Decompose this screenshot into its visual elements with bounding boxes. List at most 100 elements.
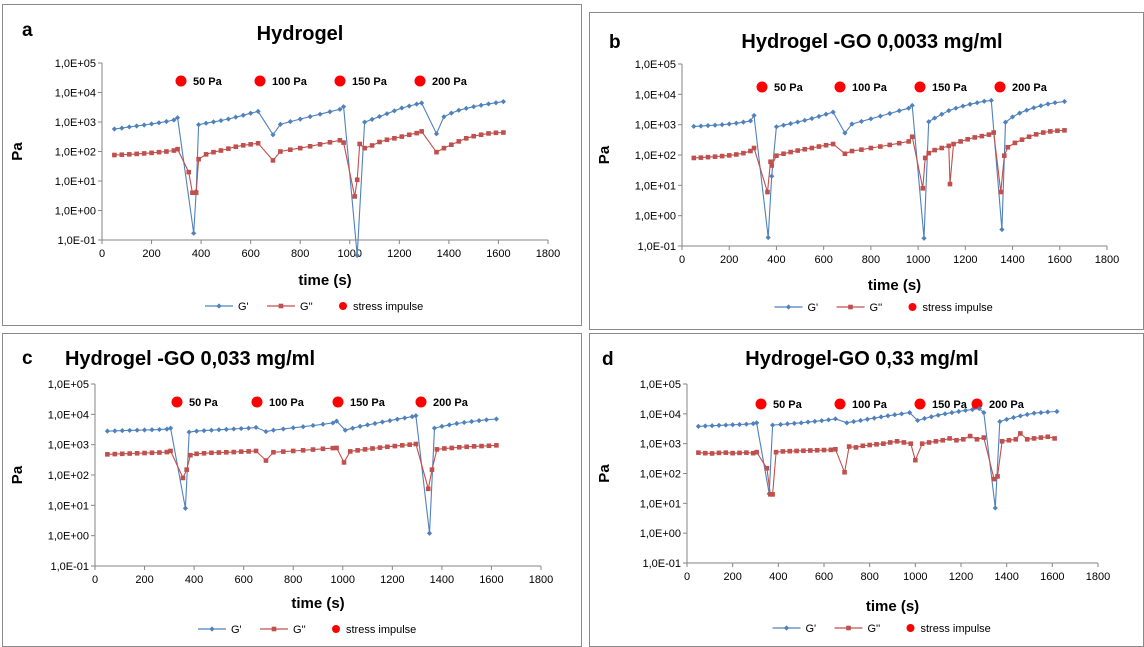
data-point-g-prime xyxy=(765,234,771,241)
data-point-g-prime xyxy=(1002,119,1009,125)
x-tick-label: 1000 xyxy=(331,574,355,586)
data-point-g-double-prime xyxy=(919,441,925,446)
data-point-g-prime xyxy=(277,121,283,127)
data-point-g-prime xyxy=(409,414,415,420)
data-point-g-double-prime xyxy=(908,441,914,446)
data-point-g-prime xyxy=(769,173,775,179)
data-point-g-prime xyxy=(210,119,217,125)
data-point-g-prime xyxy=(885,413,891,419)
data-point-g-double-prime xyxy=(926,440,932,445)
data-point-g-prime xyxy=(1052,100,1058,106)
data-point-g-prime xyxy=(337,106,343,112)
data-point-g-double-prime xyxy=(696,450,701,455)
data-point-g-double-prime xyxy=(112,451,118,457)
data-point-g-double-prime xyxy=(991,476,997,482)
data-point-g-prime xyxy=(126,124,132,130)
data-point-g-double-prime xyxy=(1012,140,1018,146)
data-point-g-double-prime xyxy=(920,185,926,191)
data-point-g-double-prime xyxy=(860,443,866,449)
data-point-g-double-prime xyxy=(271,450,276,455)
legend-label-stress-impulse: stress impulse xyxy=(921,623,991,635)
data-point-g-double-prime xyxy=(456,139,462,144)
data-point-g-prime xyxy=(907,409,913,416)
data-point-g-double-prime xyxy=(734,152,739,157)
data-point-g-prime xyxy=(201,428,207,434)
data-point-g-prime xyxy=(297,116,303,122)
stress-impulse-label: 200 Pa xyxy=(433,397,469,409)
data-point-g-double-prime xyxy=(947,436,952,441)
x-tick-label: 1600 xyxy=(479,574,503,586)
x-tick-label: 1800 xyxy=(1095,254,1119,266)
data-point-g-prime xyxy=(441,114,447,120)
data-point-g-double-prime xyxy=(184,467,189,472)
data-point-g-prime xyxy=(788,121,794,127)
data-point-g-prime xyxy=(942,411,948,417)
data-point-g-double-prime xyxy=(853,445,859,450)
data-point-g-double-prime xyxy=(112,152,117,158)
data-point-g-double-prime xyxy=(399,134,405,139)
stress-impulse-label: 200 Pa xyxy=(989,399,1025,411)
data-point-g-prime xyxy=(218,117,224,124)
data-point-g-prime xyxy=(802,117,808,123)
data-point-g-double-prime xyxy=(413,441,419,447)
stress-impulse-label: 50 Pa xyxy=(774,82,804,94)
data-point-g-prime xyxy=(478,102,484,108)
y-tick-label: 1,0E+00 xyxy=(640,528,681,540)
data-point-g-double-prime xyxy=(362,145,367,151)
data-point-g-prime xyxy=(780,122,787,128)
stress-impulse-marker xyxy=(414,75,426,87)
data-point-g-double-prime xyxy=(830,141,836,147)
data-point-g-double-prime xyxy=(119,152,125,157)
data-point-g-prime xyxy=(740,119,746,125)
data-point-g-double-prime xyxy=(337,137,343,143)
data-point-g-double-prime xyxy=(933,439,939,444)
data-point-g-double-prime xyxy=(698,155,704,160)
legend-marker-g-prime xyxy=(785,304,792,310)
legend-label-g-double-prime: G'' xyxy=(868,623,881,635)
data-point-g-prime xyxy=(362,119,368,125)
data-point-g-prime xyxy=(167,425,174,431)
data-point-g-prime xyxy=(1017,110,1023,116)
y-tick-label: 1,0E+01 xyxy=(48,500,89,512)
data-point-g-prime xyxy=(928,414,934,420)
data-point-g-double-prime xyxy=(787,448,793,454)
data-point-g-double-prime xyxy=(297,145,303,151)
data-point-g-prime xyxy=(357,423,363,430)
data-point-g-prime xyxy=(1038,103,1044,109)
data-point-g-double-prime xyxy=(392,443,398,449)
data-point-g-prime xyxy=(719,122,725,128)
data-point-g-double-prime xyxy=(1006,437,1012,443)
x-tick-label: 1000 xyxy=(903,571,927,583)
y-tick-label: 1,0E+00 xyxy=(55,206,96,218)
data-point-g-prime xyxy=(141,427,148,433)
data-point-g-double-prime xyxy=(849,148,855,154)
x-tick-label: 200 xyxy=(720,254,738,266)
data-point-g-double-prime xyxy=(281,449,286,454)
data-point-g-double-prime xyxy=(141,151,147,156)
data-point-g-prime xyxy=(141,122,147,128)
stress-impulse-marker xyxy=(415,396,427,408)
data-point-g-double-prime xyxy=(478,132,484,138)
data-point-g-double-prime xyxy=(768,159,773,165)
data-point-g-double-prime xyxy=(702,450,708,456)
data-point-g-prime xyxy=(246,425,252,431)
data-point-g-double-prime xyxy=(958,139,963,144)
data-point-g-double-prime xyxy=(203,152,209,157)
data-point-g-double-prime xyxy=(263,458,269,463)
data-point-g-prime xyxy=(842,130,848,136)
data-point-g-prime xyxy=(317,111,323,117)
data-point-g-double-prime xyxy=(1062,128,1067,133)
data-point-g-double-prime xyxy=(134,151,139,157)
data-point-g-prime xyxy=(892,412,898,418)
data-point-g-double-prime xyxy=(307,144,313,149)
y-axis-label: Pa xyxy=(9,465,26,484)
x-tick-label: 200 xyxy=(135,574,153,586)
x-tick-label: 0 xyxy=(684,571,690,583)
data-point-g-double-prime xyxy=(1031,436,1037,441)
stress-impulse-marker xyxy=(834,81,846,93)
data-point-g-double-prime xyxy=(816,144,822,149)
x-tick-label: 600 xyxy=(814,254,832,266)
data-point-g-double-prime xyxy=(967,433,973,439)
data-point-g-double-prime xyxy=(939,145,945,151)
data-point-g-prime xyxy=(962,407,969,414)
